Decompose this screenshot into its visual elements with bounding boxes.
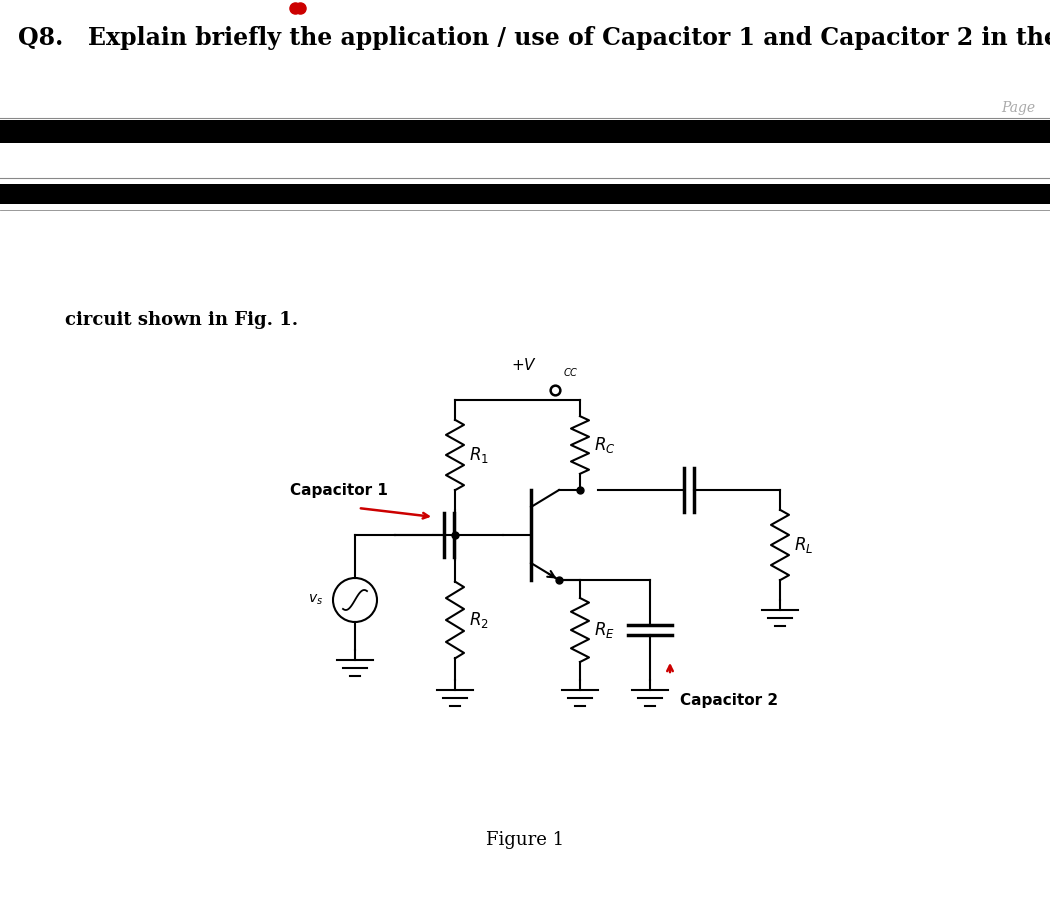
Text: Q8.   Explain briefly the application / use of Capacitor 1 and Capacitor 2 in th: Q8. Explain briefly the application / us… xyxy=(18,26,1050,50)
Text: circuit shown in Fig. 1.: circuit shown in Fig. 1. xyxy=(65,311,298,329)
Text: $R_2$: $R_2$ xyxy=(469,610,489,630)
Text: $_{CC}$: $_{CC}$ xyxy=(563,365,579,379)
Text: Figure 1: Figure 1 xyxy=(486,831,564,849)
Text: $R_L$: $R_L$ xyxy=(794,535,814,555)
Text: Page: Page xyxy=(1001,101,1035,115)
Bar xyxy=(0,184,1050,204)
Bar xyxy=(0,120,1050,143)
Text: Capacitor 2: Capacitor 2 xyxy=(680,693,778,707)
Text: $R_E$: $R_E$ xyxy=(594,620,615,640)
Text: $v_s$: $v_s$ xyxy=(308,592,323,607)
Text: $R_1$: $R_1$ xyxy=(469,445,489,465)
Text: $R_C$: $R_C$ xyxy=(594,435,615,455)
Text: $+V$: $+V$ xyxy=(511,357,537,373)
Text: Capacitor 1: Capacitor 1 xyxy=(290,482,387,498)
